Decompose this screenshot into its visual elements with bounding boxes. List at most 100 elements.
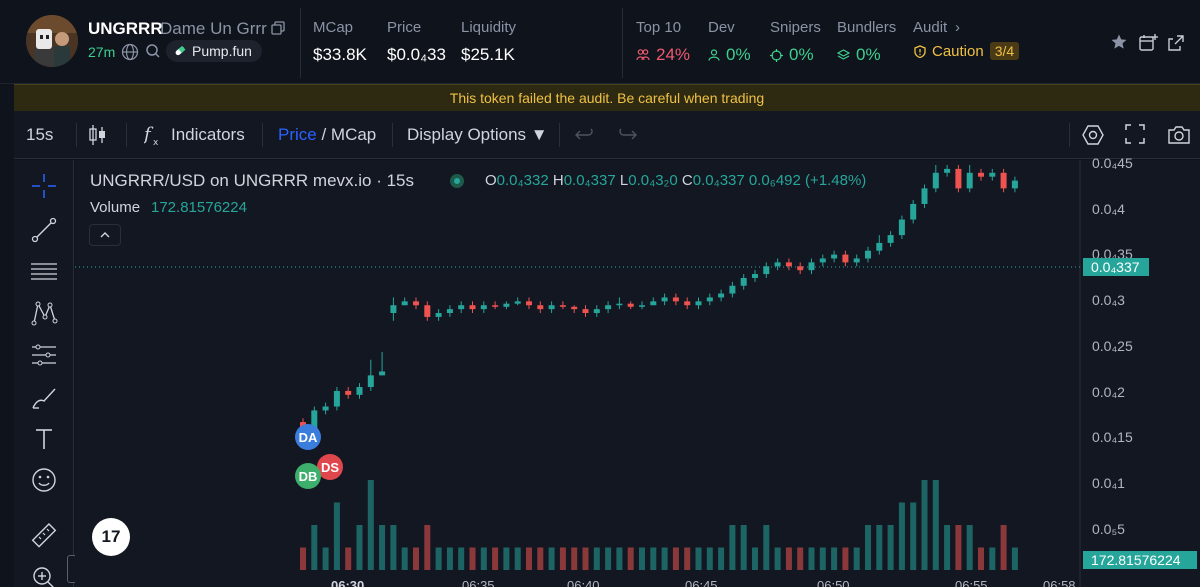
fullscreen-icon[interactable]	[1124, 123, 1146, 145]
candle-body	[978, 172, 984, 177]
price-option[interactable]: Price	[278, 125, 317, 144]
price-axis-label: 0.0₄15	[1092, 429, 1133, 445]
volume-layer	[300, 480, 1018, 570]
brush-tool-icon[interactable]	[30, 383, 58, 411]
current-volume-tag: 172.81576224	[1083, 551, 1197, 569]
candle-body	[932, 172, 939, 189]
candle-body	[559, 305, 566, 307]
price-mcap-toggle[interactable]: Price / MCap	[278, 125, 376, 145]
horizontal-lines-tool-icon[interactable]	[30, 257, 58, 285]
volume-bar	[910, 502, 917, 570]
divider	[622, 8, 623, 78]
volume-bar	[616, 547, 623, 570]
candle-body	[639, 305, 645, 307]
toggle-separator: /	[316, 125, 331, 144]
projection-tool-icon[interactable]	[30, 341, 58, 369]
open-label: O	[485, 172, 497, 189]
volume-bar	[458, 547, 465, 570]
candle-body	[808, 262, 815, 271]
zoom-in-icon[interactable]	[30, 564, 58, 587]
token-avatar	[26, 15, 78, 67]
price-chart[interactable]	[75, 160, 1200, 587]
volume-bar	[898, 502, 905, 570]
mcap-label: MCap	[313, 19, 354, 36]
volume-value: 172.81576224	[151, 199, 247, 216]
pill-icon	[175, 45, 186, 56]
candles-icon[interactable]	[88, 123, 108, 147]
marker-dev-sell[interactable]: DS	[317, 454, 343, 480]
platform-badge[interactable]: Pump.fun	[166, 40, 262, 62]
volume-bar	[831, 547, 838, 570]
candles-layer	[300, 165, 1018, 438]
volume-bar	[797, 547, 804, 570]
close-value: 0.0₄337	[692, 172, 745, 189]
search-icon[interactable]	[145, 43, 161, 59]
marker-dev-add[interactable]: DA	[295, 424, 321, 450]
settings-icon[interactable]	[1081, 123, 1105, 147]
svg-text:f: f	[144, 124, 154, 145]
banner-text: This token failed the audit. Be careful …	[449, 90, 765, 106]
indicators-icon[interactable]: f x	[144, 123, 164, 147]
candle-body	[469, 305, 476, 310]
volume-bar	[944, 525, 951, 570]
volume-bar	[650, 547, 657, 570]
mcap-option[interactable]: MCap	[330, 125, 377, 144]
chart-legend-title: UNGRRR/USD on UNGRRR mevx.io · 15s	[90, 171, 414, 190]
candle-body	[571, 306, 578, 310]
candle-body	[548, 305, 555, 310]
candle-body	[661, 297, 668, 302]
trendline-tool-icon[interactable]	[30, 216, 58, 244]
volume-bar	[853, 547, 860, 570]
audit-caution[interactable]: Caution 3/4	[914, 42, 1020, 60]
ruler-tool-icon[interactable]	[30, 522, 58, 550]
volume-bar	[593, 547, 600, 570]
divider	[126, 123, 127, 147]
audit-label[interactable]: Audit	[913, 19, 948, 36]
candle-body	[333, 390, 340, 407]
volume-bar	[446, 547, 453, 570]
display-options-button[interactable]: Display Options ▼	[407, 125, 548, 144]
divider	[559, 123, 560, 147]
candle-body	[356, 387, 363, 395]
globe-icon[interactable]	[121, 43, 139, 61]
low-label: L	[619, 172, 629, 189]
volume-bar	[887, 525, 894, 570]
text-tool-icon[interactable]	[30, 425, 58, 453]
volume-bar	[537, 547, 544, 570]
holders-icon	[636, 49, 650, 61]
crosshair-tool-icon[interactable]	[30, 172, 58, 200]
interval-selector[interactable]: 15s	[26, 125, 54, 144]
indicators-button[interactable]: Indicators	[171, 125, 245, 144]
copy-icon[interactable]	[271, 21, 285, 35]
volume-bar	[752, 547, 758, 570]
low-value: 0.0₄3₂0	[628, 172, 678, 189]
high-label: H	[552, 172, 564, 189]
chart-toolbar: 15s f x Indicators Price / MCap Display …	[14, 111, 1200, 159]
time-axis-label: 06:50	[817, 578, 850, 587]
marker-dev-buy[interactable]: DB	[295, 463, 321, 489]
emoji-tool-icon[interactable]	[30, 466, 58, 494]
drawing-tools-sidebar	[14, 160, 74, 587]
chevron-right-icon[interactable]: ›	[955, 19, 960, 36]
candle-body	[785, 262, 792, 267]
top10-value: 24%	[656, 45, 691, 64]
candlestick-chart[interactable]	[75, 160, 1200, 587]
undo-icon[interactable]	[574, 123, 596, 145]
candle-body	[876, 242, 883, 251]
svg-text:x: x	[153, 138, 159, 147]
candle-body	[910, 203, 917, 220]
tradingview-logo[interactable]: 17	[92, 518, 130, 556]
pattern-tool-icon[interactable]	[30, 299, 58, 327]
price-value: $0.0₄33	[387, 45, 446, 64]
volume-bar	[684, 547, 691, 570]
candle-body	[458, 305, 465, 310]
candle-body	[514, 301, 521, 304]
share-icon[interactable]	[1166, 33, 1186, 53]
candle-body	[537, 305, 544, 310]
star-icon[interactable]	[1110, 33, 1128, 51]
collapse-legend-button[interactable]	[89, 224, 121, 246]
camera-icon[interactable]	[1166, 123, 1192, 147]
volume-bar	[785, 547, 792, 570]
calendar-add-icon[interactable]	[1138, 33, 1158, 53]
redo-icon[interactable]	[616, 123, 638, 145]
